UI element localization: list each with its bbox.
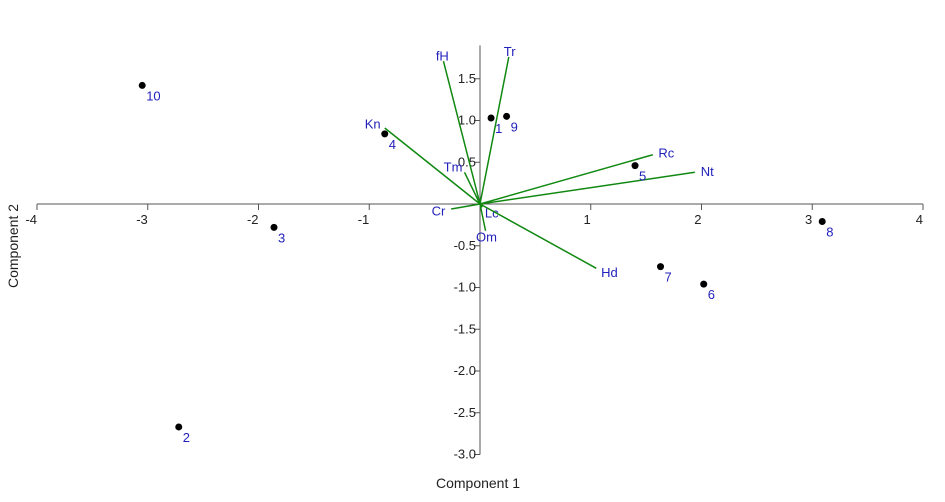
point-label-2: 2 [183,430,190,445]
point-8 [818,218,826,226]
vector-label-tr: Tr [504,44,516,59]
vector-line-om [479,203,487,231]
x-tick-label: 4 [916,212,923,227]
y-tick-label: -0.5 [454,238,476,253]
point-label-6: 6 [708,287,715,302]
x-tick-label: 2 [694,212,701,227]
y-tick-label: 1.5 [458,71,476,86]
point-9 [503,112,511,120]
point-2 [175,423,183,431]
point-label-9: 9 [511,119,518,134]
vector-line-rc [479,154,653,205]
point-6 [700,280,708,288]
x-tick-label: 3 [805,212,812,227]
y-tick-label: 0.5 [458,154,476,169]
y-tick-label: -2.0 [454,363,476,378]
x-tick-label: -4 [25,212,37,227]
point-label-10: 10 [146,88,160,103]
x-axis-title: Component 1 [436,475,520,491]
y-tick-label: -1.5 [454,321,476,336]
point-label-5: 5 [639,169,646,184]
score-points: 1 2 3 4 5 6 7 8 9 10 [138,81,833,445]
point-1 [487,114,495,122]
point-label-8: 8 [826,225,833,240]
x-tick-label: -1 [358,212,370,227]
vector-line-nt [479,171,695,205]
vector-label-hd: Hd [601,265,618,280]
vector-line-hd [479,203,597,269]
vector-line-tr [479,56,510,205]
vector-line-kn [384,127,481,205]
vector-label-tm: Tm [444,160,463,175]
point-10 [138,81,146,89]
vector-label-kn: Kn [365,117,381,132]
point-4 [381,130,389,138]
point-5 [631,162,639,170]
x-tick-label: -2 [247,212,259,227]
axes: -4 -3 -2 -1 1 2 3 4 1.5 1.0 0.5 -0.5 -1.0 -1.5 -2.0 -2.… [25,45,924,462]
vector-label-om: Om [476,230,497,245]
point-3 [270,223,278,231]
y-tick-label: -2.5 [454,405,476,420]
vector-label-rc: Rc [658,146,674,161]
x-tick-label: 1 [584,212,591,227]
y-tick-label: 1.0 [458,113,476,128]
vector-line-tm [463,171,481,205]
point-7 [657,263,665,271]
vector-label-cr: Cr [432,203,446,218]
vector-line-fh [442,61,481,205]
point-label-4: 4 [389,137,396,152]
y-axis-title: Component 2 [5,204,21,288]
y-tick-label: -3.0 [454,447,476,462]
point-label-1: 1 [495,121,502,136]
vector-line-cr [451,203,481,210]
x-tick-label: -3 [136,212,148,227]
y-tick-label: -1.0 [454,280,476,295]
vector-label-fh: fH [436,48,449,63]
vector-label-nt: Nt [701,164,714,179]
point-label-7: 7 [665,270,672,285]
point-label-3: 3 [278,230,285,245]
